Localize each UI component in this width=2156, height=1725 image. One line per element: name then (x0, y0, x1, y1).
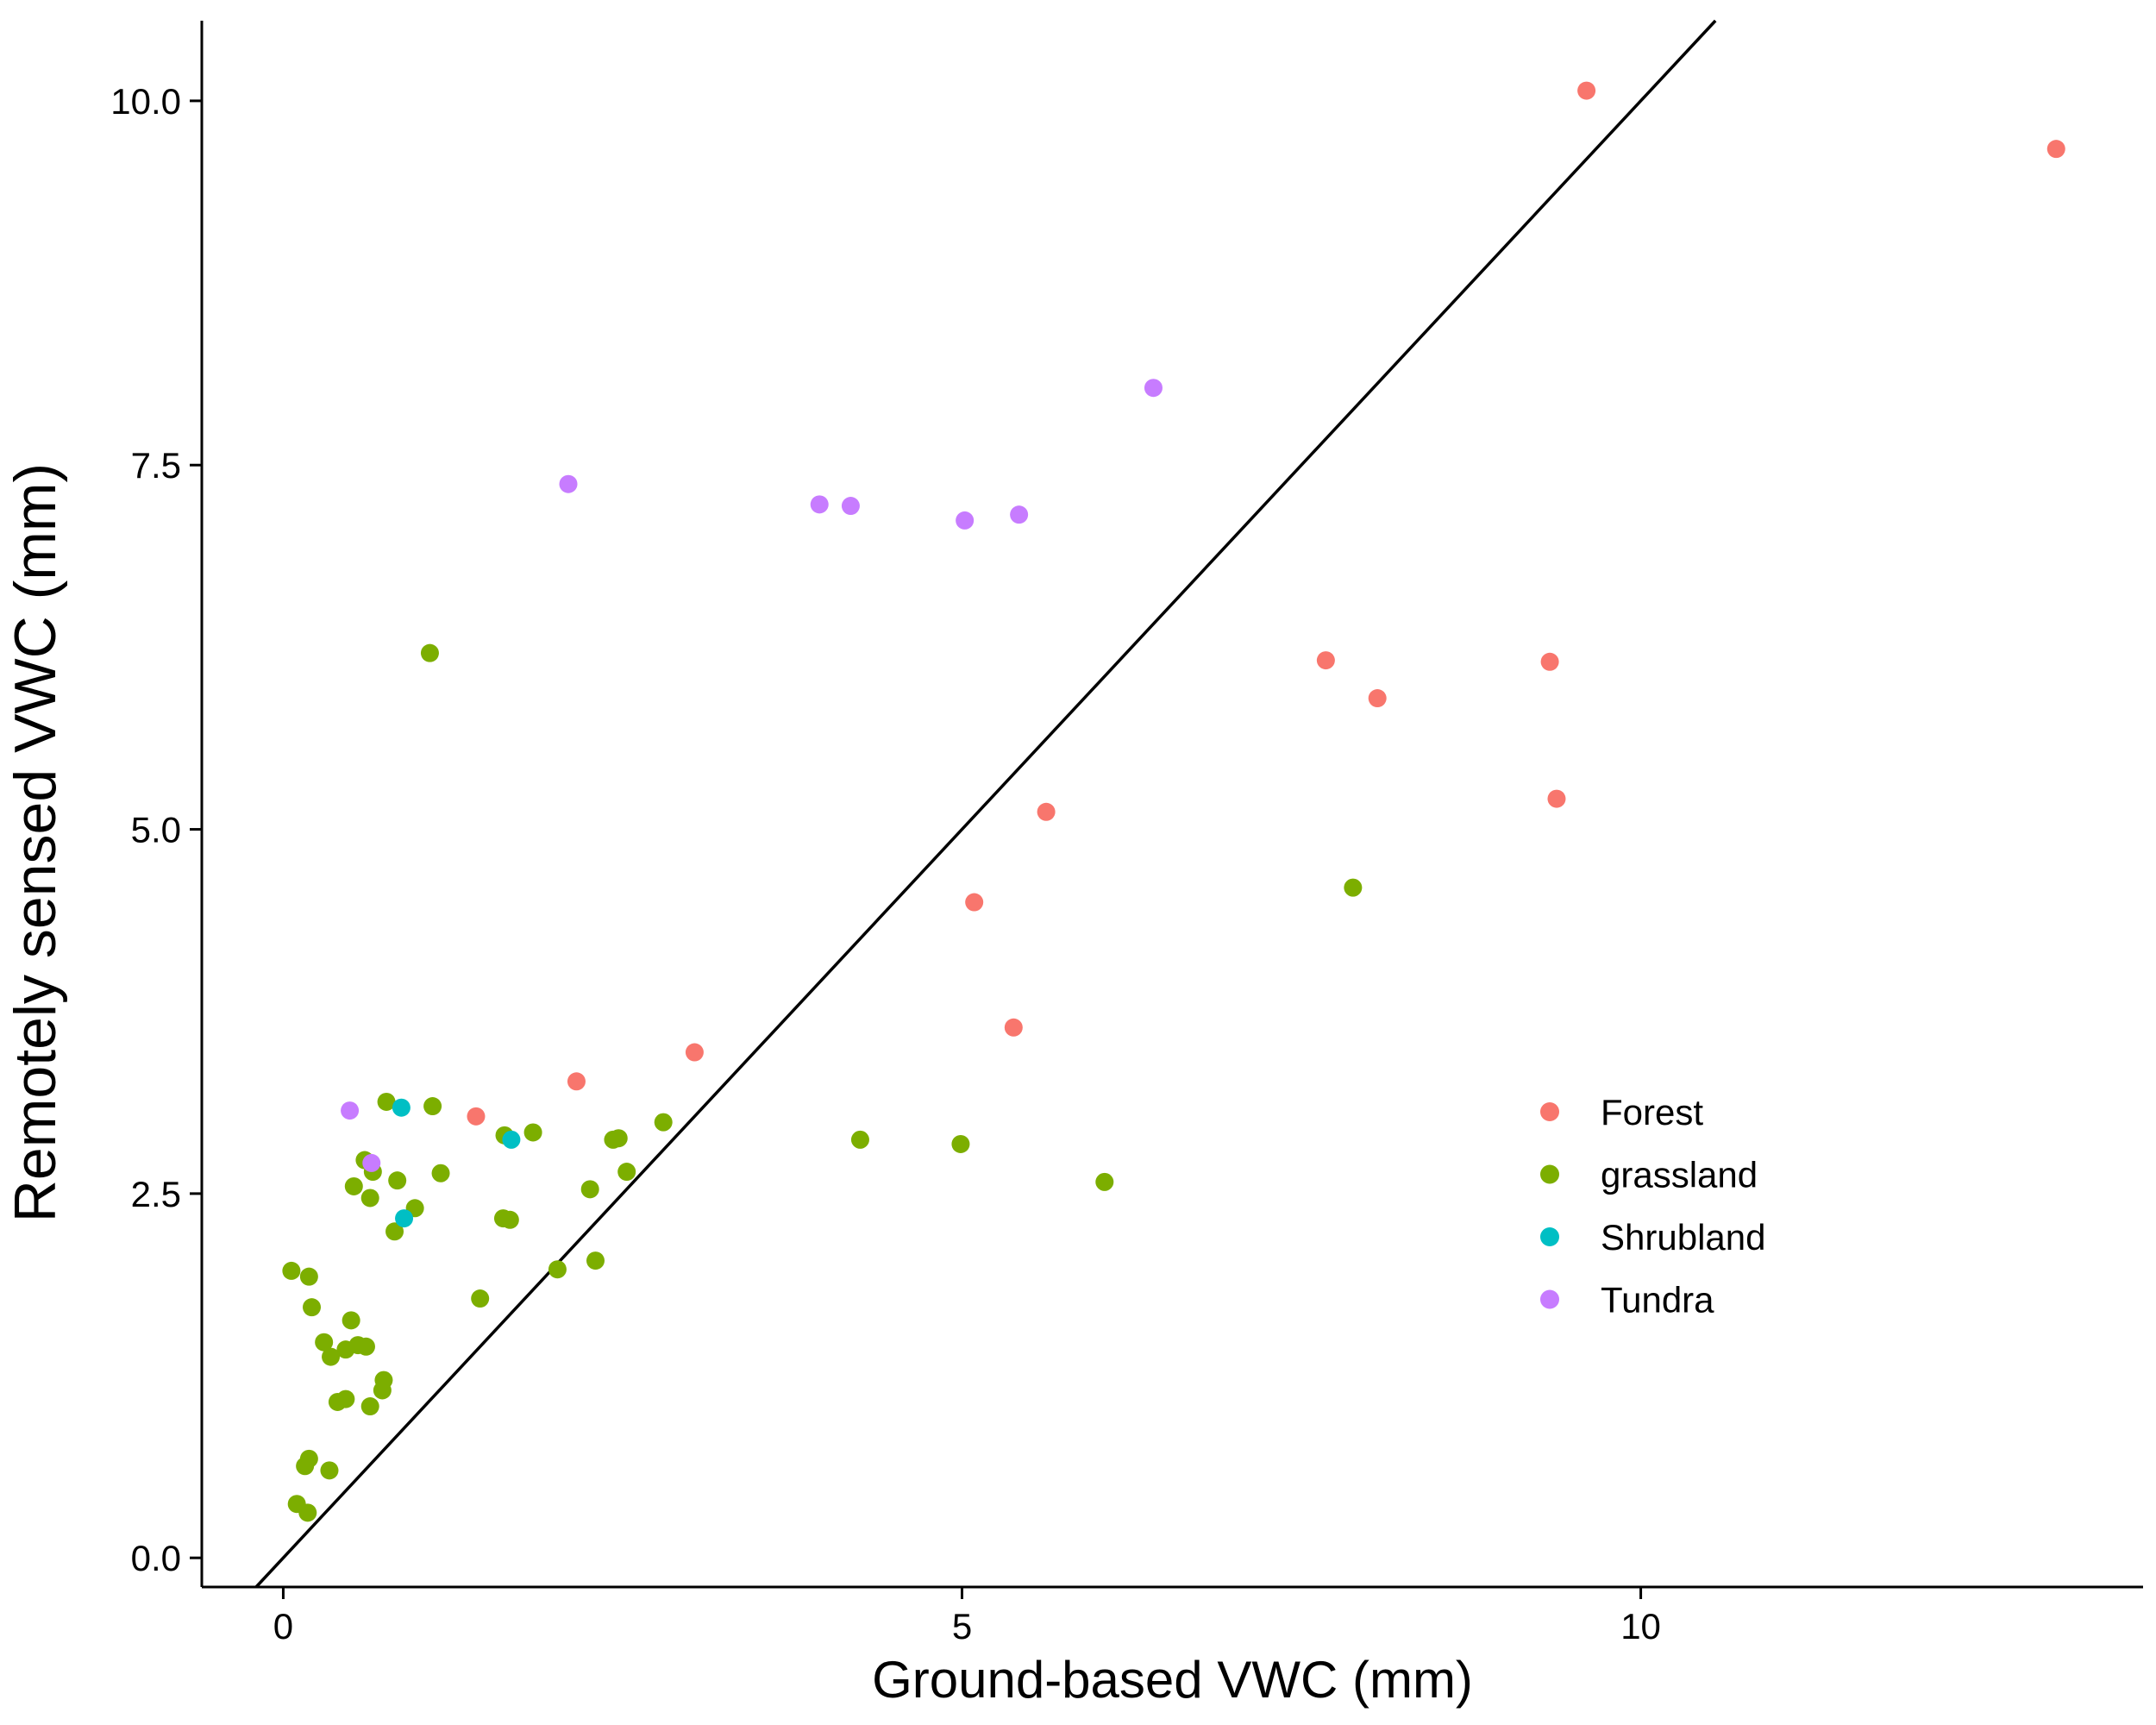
ticks-layer: 0 5 10 0.0 2.5 5.0 7.5 10.0 (110, 81, 1661, 1647)
data-point (360, 1397, 379, 1416)
data-point (548, 1260, 567, 1279)
data-point (336, 1389, 355, 1408)
legend: Forest grassland Shrubland Tundra (1540, 1092, 1765, 1320)
data-point (1547, 789, 1566, 808)
data-points-layer (282, 81, 2065, 1522)
legend-label: Tundra (1601, 1280, 1714, 1320)
y-tick-label: 5.0 (131, 810, 181, 850)
data-point (580, 1180, 599, 1199)
reference-line-layer (254, 19, 1717, 1589)
data-point (965, 893, 984, 912)
axes-layer (200, 21, 2143, 1589)
data-point (341, 1101, 360, 1120)
series-grassland (282, 643, 1363, 1522)
data-point (420, 643, 439, 662)
data-point (423, 1097, 442, 1116)
x-axis-title: Ground-based VWC (mm) (872, 1651, 1473, 1709)
legend-key (1540, 1289, 1559, 1309)
data-point (1037, 802, 1056, 821)
legend-label: Shrubland (1601, 1217, 1765, 1258)
legend-key (1540, 1164, 1559, 1184)
series-shrubland (392, 1098, 521, 1228)
data-point (951, 1134, 970, 1153)
data-point (303, 1298, 322, 1317)
data-point (395, 1209, 414, 1228)
data-point (471, 1289, 490, 1308)
data-point (586, 1251, 605, 1270)
data-point (431, 1164, 450, 1182)
data-point (1540, 652, 1559, 671)
legend-key (1540, 1227, 1559, 1246)
data-point (356, 1337, 375, 1356)
data-point (1368, 689, 1387, 708)
x-tick-label: 0 (273, 1606, 293, 1647)
y-axis-title: Remotely sensed VWC (mm) (3, 463, 68, 1222)
y-tick-label: 7.5 (131, 445, 181, 486)
data-point (373, 1381, 392, 1400)
data-point (841, 497, 860, 516)
legend-label: Forest (1601, 1092, 1703, 1132)
x-tick-label: 10 (1620, 1606, 1661, 1647)
data-point (282, 1261, 301, 1280)
data-point (1095, 1172, 1114, 1191)
y-tick-label: 10.0 (110, 81, 181, 122)
data-point (315, 1333, 334, 1352)
data-point (850, 1130, 869, 1149)
data-point (344, 1176, 363, 1195)
data-point (385, 1222, 404, 1241)
data-point (523, 1123, 542, 1142)
data-point (336, 1340, 355, 1359)
data-point (322, 1347, 341, 1366)
data-point (1577, 81, 1596, 100)
data-point (1344, 878, 1363, 897)
y-tick-label: 2.5 (131, 1174, 181, 1214)
data-point (320, 1461, 339, 1480)
data-point (299, 1267, 318, 1286)
data-point (388, 1171, 407, 1190)
y-tick-label: 0.0 (131, 1538, 181, 1578)
data-point (1144, 379, 1163, 398)
data-point (1316, 651, 1335, 670)
data-point (502, 1130, 521, 1149)
data-point (685, 1043, 704, 1062)
x-tick-label: 5 (952, 1606, 972, 1647)
data-point (2046, 140, 2065, 159)
data-point (377, 1092, 396, 1111)
data-point (342, 1311, 360, 1330)
data-point (298, 1503, 317, 1522)
data-point (617, 1163, 636, 1182)
data-point (362, 1153, 381, 1172)
data-point (559, 474, 578, 493)
legend-key (1540, 1102, 1559, 1121)
data-point (654, 1113, 673, 1132)
data-point (567, 1072, 586, 1091)
data-point (467, 1107, 486, 1126)
series-forest (467, 81, 2065, 1126)
data-point (296, 1457, 315, 1476)
data-point (360, 1189, 379, 1208)
one-to-one-line (254, 19, 1717, 1589)
data-point (1010, 505, 1029, 524)
data-point (956, 511, 975, 530)
data-point (810, 495, 829, 514)
legend-label: grassland (1601, 1155, 1758, 1195)
data-point (500, 1210, 519, 1229)
data-point (392, 1098, 411, 1117)
data-point (1004, 1018, 1023, 1037)
data-point (609, 1129, 628, 1148)
series-tundra (341, 379, 1163, 1172)
